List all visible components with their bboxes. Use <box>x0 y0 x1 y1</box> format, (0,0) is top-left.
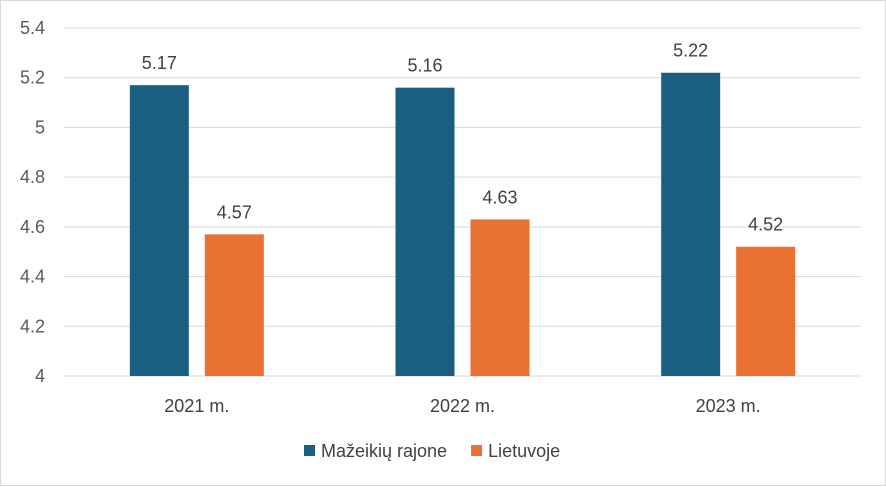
legend-swatch <box>471 445 483 456</box>
gridlines <box>64 27 861 377</box>
x-category-label: 2022 m. <box>430 396 495 416</box>
data-labels: 5.17 4.57 5.16 4.63 5.22 4.52 <box>142 41 783 235</box>
y-axis-ticks: 4 4.2 4.4 4.6 4.8 5 5.2 5.4 <box>20 18 45 386</box>
legend-label: Mažeikių rajone <box>321 441 447 461</box>
y-tick-label: 4.4 <box>20 267 45 287</box>
y-tick-label: 4 <box>35 366 45 386</box>
y-tick-label: 4.6 <box>20 217 45 237</box>
y-tick-label: 5.2 <box>20 68 45 88</box>
data-label: 5.16 <box>407 56 442 76</box>
y-tick-label: 4.8 <box>20 167 45 187</box>
x-axis-categories: 2021 m. 2022 m. 2023 m. <box>164 396 760 416</box>
y-tick-label: 4.2 <box>20 316 45 336</box>
bar <box>661 72 721 376</box>
bars <box>129 72 796 377</box>
legend: Mažeikių rajone Lietuvoje <box>304 441 560 461</box>
y-tick-label: 5 <box>35 117 45 137</box>
y-tick-label: 5.4 <box>20 18 45 38</box>
data-label: 4.63 <box>482 187 517 207</box>
x-category-label: 2021 m. <box>164 396 229 416</box>
bar <box>470 219 530 376</box>
data-label: 4.52 <box>748 215 783 235</box>
bar <box>395 87 455 377</box>
legend-label: Lietuvoje <box>488 441 560 461</box>
bar <box>204 234 264 376</box>
data-label: 5.22 <box>673 41 708 61</box>
legend-swatch <box>304 445 315 456</box>
data-label: 5.17 <box>142 53 177 73</box>
data-label: 4.57 <box>217 202 252 222</box>
bar <box>736 246 796 376</box>
x-category-label: 2023 m. <box>696 396 761 416</box>
bar <box>129 85 189 377</box>
